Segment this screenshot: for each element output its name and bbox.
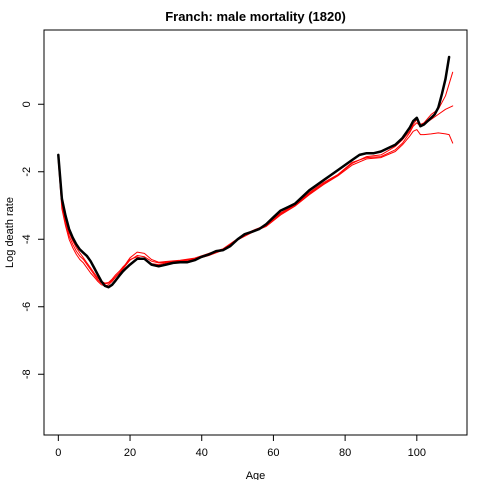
y-tick-label: -2 <box>21 167 33 177</box>
chart-title: Franch: male mortality (1820) <box>165 9 346 24</box>
fitted-series-line <box>57 105 454 287</box>
y-tick-label: -6 <box>21 302 33 312</box>
y-tick-label: -8 <box>21 369 33 379</box>
x-tick-label: 0 <box>55 447 61 459</box>
series-layer <box>57 55 454 289</box>
y-axis: 0 -2 -4 -6 -8 <box>21 101 44 379</box>
y-axis-label: Log death rate <box>4 197 16 268</box>
plot-frame <box>43 29 468 436</box>
x-axis: 0 20 40 60 80 100 <box>55 435 426 459</box>
y-tick-label: 0 <box>21 101 33 107</box>
x-tick-label: 60 <box>267 447 279 459</box>
y-tick-label: -4 <box>21 234 33 244</box>
x-tick-label: 80 <box>339 447 351 459</box>
fitted-series-line <box>57 129 454 284</box>
x-tick-label: 100 <box>408 447 426 459</box>
observed-series-line <box>57 55 451 289</box>
fitted-series-line <box>57 71 454 285</box>
x-tick-label: 40 <box>196 447 208 459</box>
x-axis-label: Age <box>246 470 266 480</box>
x-tick-label: 20 <box>124 447 136 459</box>
